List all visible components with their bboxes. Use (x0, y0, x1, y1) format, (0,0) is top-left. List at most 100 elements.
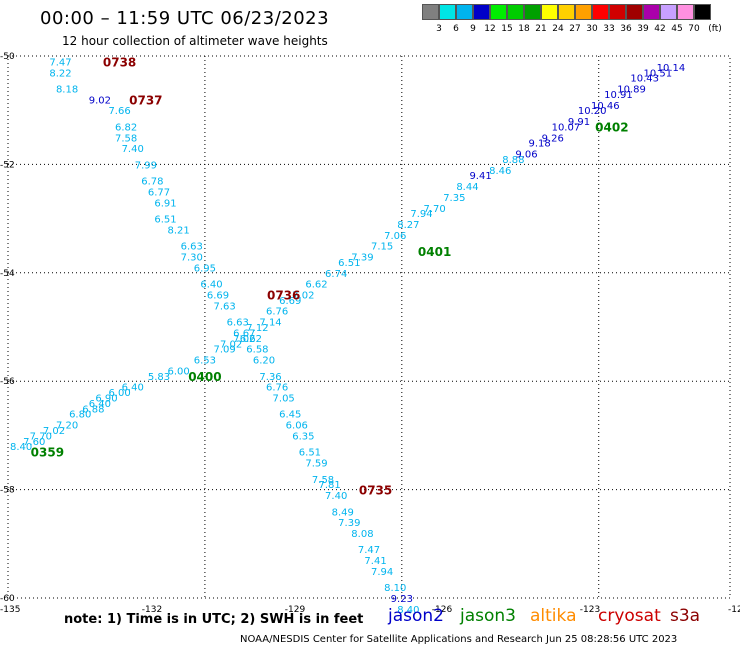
scale-label: 30 (586, 24, 598, 34)
swh-label: 6.63 (181, 242, 203, 253)
swh-label: 7.02 (43, 426, 65, 437)
scale-label: 27 (569, 24, 581, 34)
pass-time-label: 0735 (359, 484, 392, 498)
swh-label: 6.74 (325, 269, 347, 280)
swh-label: 6.91 (154, 198, 176, 209)
swh-label: 7.09 (213, 345, 235, 356)
swh-label: 7.02 (220, 339, 242, 350)
swh-label: 7.39 (351, 253, 373, 264)
swh-label: 7.58 (115, 133, 137, 144)
swh-label: 6.88 (82, 404, 104, 415)
swh-label: 8.10 (384, 583, 406, 594)
swh-label: 10.14 (657, 63, 686, 74)
swh-label: 7.40 (325, 491, 347, 502)
longitude-label: -132 (142, 605, 162, 615)
map-title: 00:00 – 11:59 UTC 06/23/2023 (40, 8, 330, 29)
pass-time-label: 0401 (418, 245, 451, 259)
scale-swatch (524, 4, 541, 20)
swh-label: 10.51 (643, 68, 672, 79)
pass-time-label: 0738 (103, 55, 136, 69)
swh-label: 9.26 (542, 133, 564, 144)
swh-label: 9.41 (469, 171, 491, 182)
scale-label: 12 (484, 24, 496, 34)
scale-label: 24 (552, 24, 564, 34)
scale-label: (ft) (708, 24, 722, 34)
swh-label: 6.69 (279, 296, 301, 307)
scale-swatch (558, 4, 575, 20)
swh-label: 10.07 (552, 122, 581, 133)
swh-label: 7.35 (443, 193, 465, 204)
swh-label: 7.02 (292, 290, 314, 301)
pass-time-label: 0402 (595, 120, 628, 134)
pass-time-labels: 0738 0737 0736 0735 0402 0401 0400 0359 (31, 55, 629, 497)
swh-label: 7.66 (108, 106, 130, 117)
latitude-label: -52 (0, 160, 15, 170)
scale-label: 18 (518, 24, 530, 34)
swh-label: 7.40 (122, 144, 144, 155)
latitude-label: -56 (0, 377, 15, 387)
pass-time-label: 0359 (31, 446, 64, 460)
scale-swatch (694, 4, 711, 20)
satellite-name: jason2 (388, 606, 444, 626)
scale-label: 15 (501, 24, 513, 34)
swh-label: 6.40 (122, 383, 144, 394)
swh-label: 10.89 (617, 85, 646, 96)
swh-label: 8.40 (10, 442, 32, 453)
longitude-label: -129 (285, 605, 306, 615)
longitude-label: -124 (728, 605, 740, 615)
swh-label: 7.47 (358, 545, 380, 556)
swh-label: 6.76 (266, 307, 288, 318)
swh-label: 8.21 (168, 225, 190, 236)
scale-label: 33 (603, 24, 615, 34)
satellite-name: s3a (670, 606, 701, 626)
scale-swatch (643, 4, 660, 20)
swh-label: 7.36 (259, 372, 281, 383)
swh-label: 7.05 (273, 393, 295, 404)
swh-label: 10.43 (630, 74, 659, 85)
longitude-label: -123 (580, 605, 600, 615)
pass-time-label: 0736 (267, 288, 300, 302)
swh-label: 8.49 (332, 507, 354, 518)
swh-label: 6.82 (115, 122, 137, 133)
scale-swatch (439, 4, 456, 20)
swh-label: 6.80 (69, 410, 91, 421)
swh-points: 7.478.228.189.027.666.827.587.407.996.78… (10, 57, 685, 615)
satellite-name: jason3 (460, 606, 516, 626)
satellite-name: altika (530, 606, 577, 626)
scale-swatch (592, 4, 609, 20)
scale-swatch (575, 4, 592, 20)
swh-label: 9.18 (529, 139, 551, 150)
scale-swatch (660, 4, 677, 20)
swh-label: 6.51 (154, 215, 176, 226)
swh-label: 6.62 (240, 334, 262, 345)
scale-label: 3 (436, 24, 442, 34)
swh-label: 7.58 (312, 475, 334, 486)
swh-label: 9.02 (89, 95, 111, 106)
swh-label: 7.63 (213, 301, 235, 312)
satellite-name: cryosat (598, 606, 661, 626)
swh-label: 8.08 (351, 529, 373, 540)
scale-swatch (473, 4, 490, 20)
scale-swatch (541, 4, 558, 20)
swh-label: 6.40 (89, 399, 111, 410)
swh-label: 6.45 (279, 410, 301, 421)
swh-label: 6.00 (108, 388, 130, 399)
swh-label: 6.63 (227, 318, 249, 329)
swh-label: 6.76 (266, 383, 288, 394)
swh-label: 7.39 (338, 518, 360, 529)
graticule (7, 55, 731, 599)
swh-label: 6.90 (95, 393, 117, 404)
swh-label: 10.91 (604, 90, 633, 101)
axis-labels: -135 -132 -129 -126 -123 -124 -50 -52 -54 -56 -58 -… (0, 52, 740, 615)
scale-label: 45 (671, 24, 683, 34)
swh-label: 8.40 (397, 605, 419, 616)
swh-label: 8.27 (397, 220, 419, 231)
scale-swatch (490, 4, 507, 20)
scale-swatch (626, 4, 643, 20)
swh-label: 7.06 (384, 231, 406, 242)
swh-label: 6.51 (299, 448, 321, 459)
scale-swatch (422, 4, 439, 20)
longitude-label: -126 (432, 605, 453, 615)
